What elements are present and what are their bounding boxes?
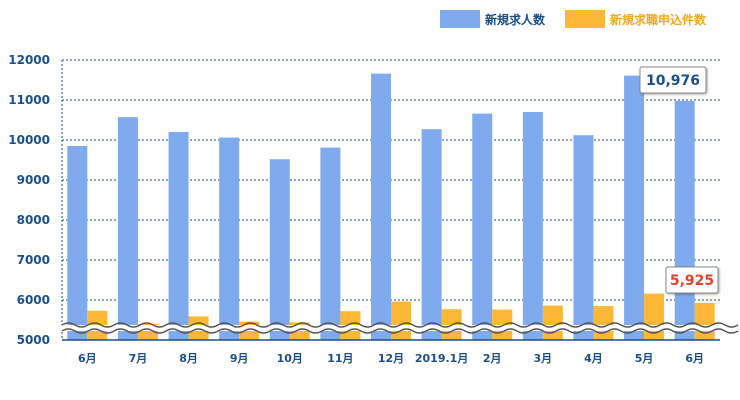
legend-swatch-job-openings xyxy=(440,10,480,28)
bar-job-openings xyxy=(522,112,543,340)
callout-value-applications: 5,925 xyxy=(670,273,714,289)
x-tick-label: 11月 xyxy=(327,352,353,365)
x-tick-label: 3月 xyxy=(534,352,553,365)
axis-break-band xyxy=(60,325,722,331)
y-tick-label: 5000 xyxy=(17,333,50,347)
y-axis: 5000 6000 7000 8000 9000 10000 11000 12000 xyxy=(8,53,50,347)
callout-value-job-openings: 10,976 xyxy=(646,73,700,89)
legend-label-job-openings: 新規求人数 xyxy=(485,12,546,27)
callouts: 10,976 5,925 xyxy=(639,66,719,294)
callout-box-applications xyxy=(665,266,719,294)
bar-job-openings xyxy=(168,132,189,340)
y-tick-label: 10000 xyxy=(8,133,50,147)
bar-job-openings xyxy=(624,75,645,340)
x-axis: 6月 7月 8月 9月 10月 11月 12月 2019.1月 2月 3月 4月 5月 6月 xyxy=(62,339,720,365)
y-tick-label: 6000 xyxy=(17,293,50,307)
y-tick-label: 7000 xyxy=(17,253,50,267)
legend: 新規求人数 新規求職申込件数 xyxy=(440,10,707,28)
legend-swatch-applications xyxy=(565,10,605,28)
bars xyxy=(67,73,715,341)
axis-break xyxy=(60,322,739,334)
bar-applications xyxy=(492,309,513,340)
bar-job-openings xyxy=(421,129,442,340)
bar-job-openings xyxy=(472,113,493,340)
bar-job-openings xyxy=(371,73,391,340)
callout-box-job-openings xyxy=(639,66,707,94)
x-tick-label: 7月 xyxy=(129,352,148,365)
bar-job-openings xyxy=(674,100,695,341)
x-tick-label: 2月 xyxy=(483,352,502,365)
bar-applications xyxy=(542,305,563,340)
bar-job-openings xyxy=(269,159,290,340)
x-tick-label: 9月 xyxy=(230,352,249,365)
x-tick-label: 2019.1月 xyxy=(415,352,468,365)
x-tick-label: 10月 xyxy=(277,352,303,365)
y-tick-label: 11000 xyxy=(8,93,50,107)
x-tick-label: 8月 xyxy=(179,352,198,365)
y-tick-label: 9000 xyxy=(17,173,50,187)
bar-job-openings xyxy=(219,137,240,340)
x-tick-label: 4月 xyxy=(584,352,603,365)
x-tick-label: 6月 xyxy=(685,352,704,365)
bar-job-openings xyxy=(573,135,594,340)
axis-break-wave-bottom xyxy=(61,328,739,334)
y-tick-label: 8000 xyxy=(17,213,50,227)
bar-job-openings xyxy=(117,117,138,340)
x-tick-label: 12月 xyxy=(378,352,404,365)
legend-label-applications: 新規求職申込件数 xyxy=(610,12,707,27)
bar-applications xyxy=(694,303,715,340)
axis-break-wave-top xyxy=(61,322,739,328)
x-tick-label: 6月 xyxy=(78,352,97,365)
bar-applications xyxy=(391,301,411,340)
x-tick-label: 5月 xyxy=(635,352,654,365)
y-tick-label: 12000 xyxy=(8,53,50,67)
bar-job-openings xyxy=(67,146,88,340)
bar-job-openings xyxy=(320,147,341,340)
